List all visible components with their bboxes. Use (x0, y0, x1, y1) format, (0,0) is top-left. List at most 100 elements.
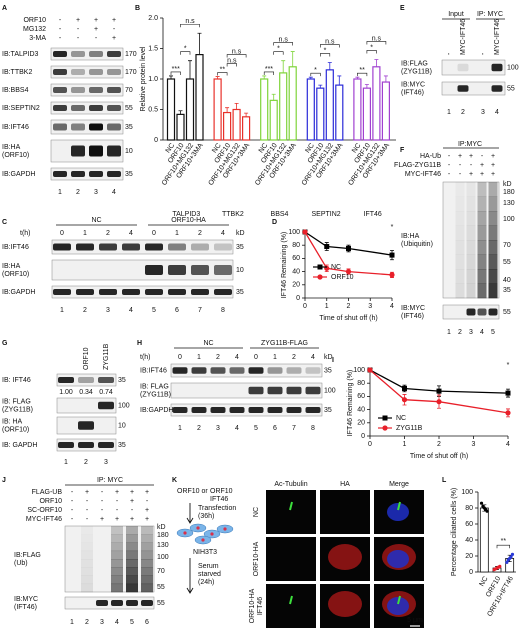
lane-number: 1 (64, 459, 68, 466)
band (267, 386, 283, 395)
smear (488, 240, 498, 255)
band (107, 171, 121, 177)
x-tick-label: NC (479, 575, 490, 587)
marker (436, 399, 442, 405)
kd-label: kD (157, 524, 166, 531)
band (168, 265, 186, 275)
smear (126, 575, 138, 585)
smear (81, 567, 93, 576)
blot-label: IB:HA (401, 233, 420, 240)
condition-sign: + (130, 498, 134, 505)
lane-number: 2 (461, 109, 465, 116)
band (107, 69, 121, 75)
x-tick-label: NC (165, 142, 177, 154)
error-bar (318, 84, 323, 89)
condition-name: ORF10 (23, 17, 46, 24)
smear (477, 211, 487, 226)
band (248, 407, 264, 413)
significance-bracket (366, 50, 377, 54)
smear (466, 211, 476, 226)
condition-sign: - (459, 171, 462, 178)
kd-marker: 70 (503, 242, 511, 249)
lane-number: 2 (76, 189, 80, 196)
condition-sign: - (71, 507, 74, 514)
panel-letter: H (137, 340, 142, 347)
smear (477, 182, 487, 197)
signal-blue (387, 597, 409, 615)
significance-label: n.s (185, 18, 195, 25)
error-bar (281, 60, 286, 73)
kd-marker: 130 (503, 200, 515, 207)
x-tick-label: 2 (347, 303, 351, 310)
micrograph (266, 490, 316, 534)
significance-label: n.s (372, 35, 382, 42)
blot-label: (IFT46) (14, 604, 37, 611)
marker (401, 397, 408, 403)
y-tick-label: 0 (154, 137, 158, 144)
x-tick-label: 4 (390, 303, 394, 310)
marker (505, 410, 511, 416)
signal-green (289, 501, 293, 511)
blot (50, 139, 124, 163)
marker (302, 229, 308, 235)
bar (335, 84, 344, 141)
band (71, 87, 85, 93)
band (89, 171, 103, 177)
lane-number: 4 (495, 109, 499, 116)
lane-number: 3 (94, 189, 98, 196)
smear (111, 559, 123, 568)
bar (166, 78, 176, 141)
smear (141, 559, 153, 568)
lane-number: 6 (175, 307, 179, 314)
panel-letter: L (442, 477, 447, 484)
signal-red (328, 544, 362, 570)
group-label: NC (203, 340, 213, 347)
smear (455, 283, 465, 299)
blot-label: IB: FLAG (2, 398, 31, 405)
band (53, 123, 67, 131)
condition-sign: + (491, 171, 495, 178)
condition-sign: - (116, 498, 119, 505)
x-tick-label: 0 (368, 441, 372, 448)
error-bar (308, 76, 313, 79)
bar (260, 78, 269, 141)
y-tick-label: 80 (292, 242, 300, 249)
band (191, 265, 209, 275)
smear (455, 254, 465, 270)
blot (50, 101, 124, 115)
band (214, 243, 232, 251)
condition-sign: - (86, 507, 89, 514)
kd-marker: 35 (324, 407, 332, 414)
band (98, 401, 114, 410)
blot (170, 382, 323, 399)
protocol-text: ORF10 or (177, 488, 208, 495)
kd-marker: 35 (503, 287, 511, 294)
marker (389, 272, 395, 278)
band (89, 105, 103, 111)
group-label: ORF10-HA (171, 217, 206, 224)
condition-name: MYC-IFT46 (26, 516, 62, 523)
blot-label: (Ubiquitin) (401, 241, 433, 248)
group-label: NC (91, 217, 101, 224)
y-tick-label: 1.5 (148, 45, 158, 52)
band (78, 442, 94, 448)
time-label: t(h) (140, 354, 151, 361)
time-value: 1 (175, 230, 179, 237)
condition-sign: - (459, 162, 462, 169)
y-tick-label: 40 (292, 268, 300, 275)
band (305, 407, 321, 413)
cell-nucleus (196, 526, 200, 530)
smear (111, 583, 123, 593)
blot (50, 167, 124, 181)
lane-number: 4 (129, 307, 133, 314)
condition-sign: - (448, 153, 451, 160)
smear (455, 211, 465, 226)
protocol-text: NIH3T3 (193, 549, 217, 556)
kd-label: kD (324, 354, 333, 361)
significance-bracket (226, 54, 247, 58)
significance-label: *** (172, 66, 180, 73)
smear (455, 240, 465, 255)
condition-sign: - (59, 17, 62, 24)
error-bar (215, 76, 220, 79)
